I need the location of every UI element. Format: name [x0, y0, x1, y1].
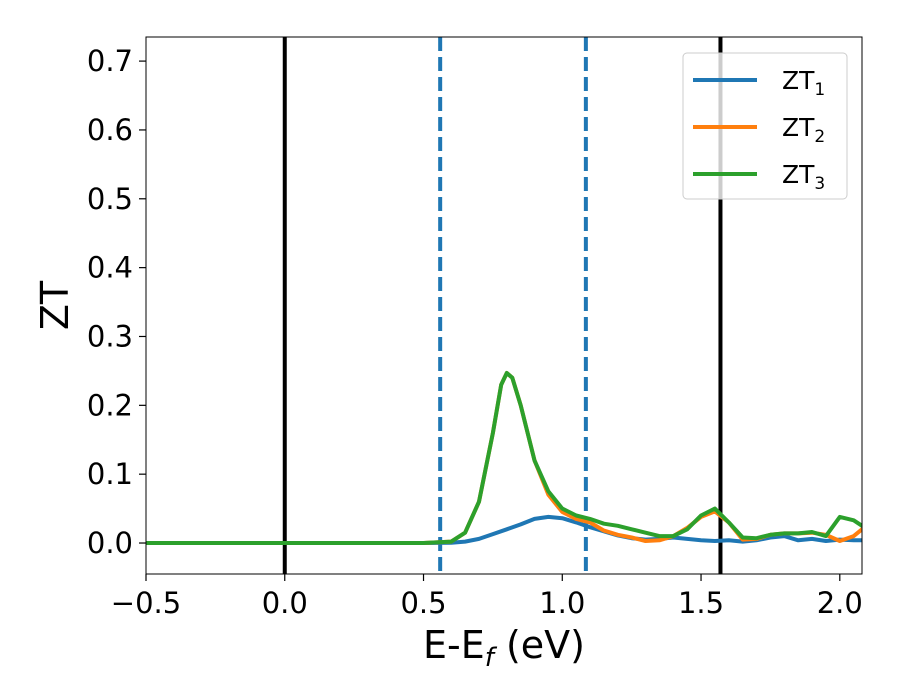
- y-tick-label: 0.3: [87, 319, 133, 353]
- legend-label: ZT1: [782, 66, 825, 100]
- x-tick-label: 0.0: [262, 586, 308, 620]
- y-tick-label: 0.5: [87, 182, 133, 216]
- y-tick-label: 0.0: [87, 526, 133, 560]
- series-lines: [146, 371, 862, 545]
- y-axis: 0.0 0.1 0.2 0.3 0.4 0.5 0.6 0.7: [87, 44, 146, 560]
- x-tick-label: 2.0: [817, 586, 863, 620]
- x-tick-label: 0.5: [400, 586, 446, 620]
- legend-box: [682, 52, 848, 200]
- y-tick-label: 0.1: [87, 457, 133, 491]
- legend-label-subscript: 3: [814, 174, 825, 194]
- y-tick-label: 0.7: [87, 44, 133, 78]
- x-tick-label: 1.0: [539, 586, 585, 620]
- y-tick-label: 0.6: [87, 113, 133, 147]
- legend-label-main: ZT: [782, 66, 815, 95]
- y-tick-label: 0.2: [87, 388, 133, 422]
- x-tick-label: −0.5: [111, 586, 181, 620]
- legend-label-main: ZT: [782, 113, 815, 142]
- legend-label-subscript: 1: [814, 80, 825, 100]
- legend-label-subscript: 2: [814, 127, 825, 147]
- x-axis-label-main: E-E: [423, 623, 485, 667]
- plot-frame: [145, 36, 863, 575]
- x-axis: −0.5 0.0 0.5 1.0 1.5 2.0: [111, 574, 863, 620]
- x-axis-label: E-Ef (eV): [423, 623, 585, 673]
- legend-label: ZT2: [782, 113, 825, 147]
- y-tick-label: 0.4: [87, 251, 133, 285]
- x-tick-label: 1.5: [678, 586, 724, 620]
- legend-label: ZT3: [782, 160, 825, 194]
- series-line-zt3: [146, 371, 862, 545]
- legend-label-main: ZT: [782, 160, 815, 189]
- x-axis-label-suffix: (eV): [494, 623, 585, 667]
- y-axis-label: ZT: [33, 280, 77, 330]
